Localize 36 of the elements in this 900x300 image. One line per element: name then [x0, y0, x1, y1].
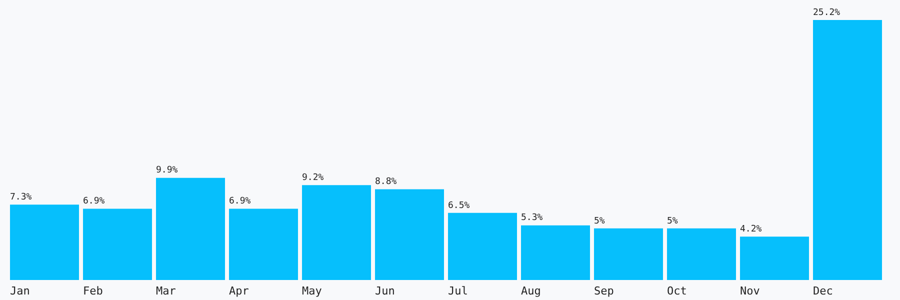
data-label: 9.9% — [156, 166, 178, 176]
data-label: 25.2% — [813, 8, 841, 18]
bar — [813, 20, 882, 280]
data-label: 9.2% — [302, 172, 324, 183]
x-tick-label: Nov — [740, 284, 760, 298]
x-tick-label: Feb — [83, 284, 103, 298]
data-label: 6.9% — [229, 196, 252, 207]
bar — [83, 208, 152, 280]
x-tick-label: Dec — [813, 284, 833, 298]
bar — [667, 228, 736, 280]
bar — [375, 189, 444, 280]
x-tick-label: Oct — [667, 284, 687, 298]
x-tick-label: Jul — [448, 284, 468, 298]
data-label: 6.5% — [448, 200, 470, 211]
x-tick-label: Aug — [521, 284, 541, 298]
data-label: 8.8% — [375, 177, 398, 188]
x-tick-label: Mar — [156, 284, 176, 298]
bar — [229, 208, 298, 280]
data-label: 5.3% — [521, 213, 544, 224]
data-label: 7.3% — [10, 192, 32, 203]
bar — [302, 185, 371, 280]
bar — [521, 225, 590, 280]
data-label: 5% — [667, 216, 678, 226]
data-label: 5% — [594, 216, 606, 226]
x-tick-label: Jan — [10, 284, 30, 298]
bar — [594, 228, 663, 280]
bar — [740, 236, 809, 280]
x-tick-label: Jun — [375, 284, 395, 298]
data-label: 6.9% — [83, 196, 106, 207]
data-label: 4.2% — [740, 224, 762, 235]
bar — [10, 204, 79, 280]
bar — [448, 212, 517, 280]
bar — [156, 178, 225, 280]
x-tick-label: Sep — [594, 284, 614, 298]
x-tick-label: Apr — [229, 284, 250, 298]
x-tick-label: May — [302, 284, 322, 298]
